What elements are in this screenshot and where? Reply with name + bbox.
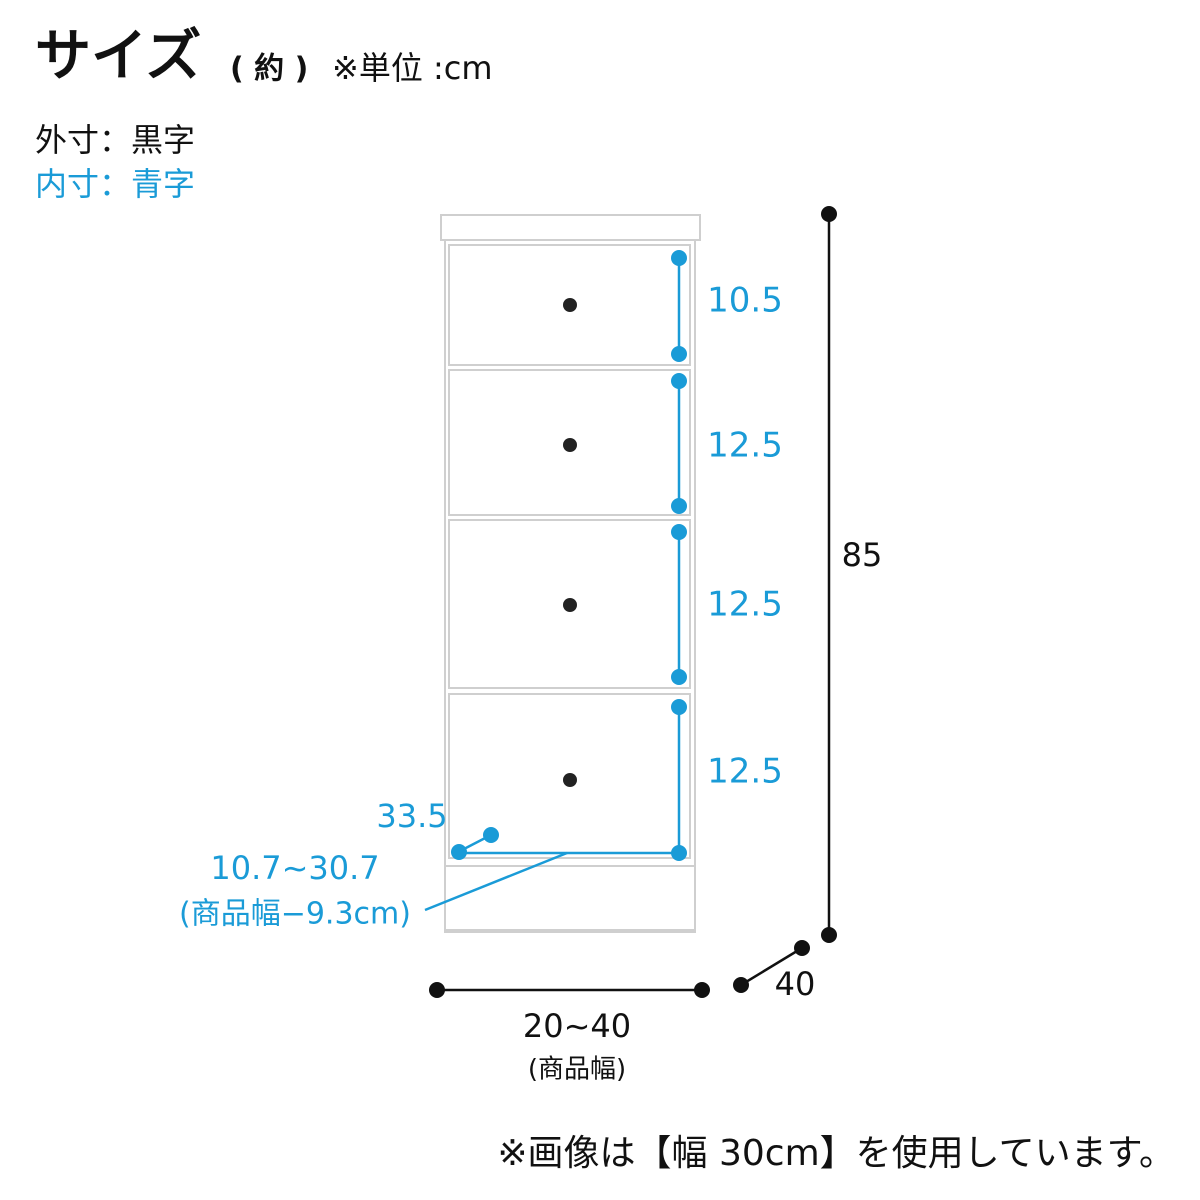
- dim-line: [740, 946, 803, 987]
- dim-dot: [671, 669, 687, 685]
- outer-width-note: (商品幅): [528, 1055, 626, 1085]
- legend-inner: 内寸：青字: [35, 165, 195, 203]
- top-board: [440, 214, 701, 241]
- base: [444, 865, 696, 931]
- drawer-height: 12.5: [707, 585, 783, 625]
- knob: [563, 773, 577, 787]
- dim-dot: [694, 982, 710, 998]
- note-unit: ※単位 :cm: [332, 49, 493, 87]
- dim-dot: [671, 498, 687, 514]
- drawer-height: 12.5: [707, 426, 783, 466]
- inner-lines: [424, 250, 687, 912]
- leader-line: [424, 851, 568, 912]
- note-open: ( 約 ): [230, 52, 308, 87]
- knob: [563, 438, 577, 452]
- dim-dot: [671, 250, 687, 266]
- footer-note: ※画像は【幅 30cm】を使用しています。: [497, 1133, 1175, 1174]
- dim-dot: [733, 977, 749, 993]
- knob: [563, 298, 577, 312]
- outer-width: 20~40: [523, 1007, 631, 1045]
- dim-dot: [821, 206, 837, 222]
- drawer-height: 10.5: [707, 281, 783, 321]
- drawer-height: 12.5: [707, 752, 783, 792]
- dim-dot: [794, 940, 810, 956]
- title: サイズ: [35, 24, 201, 89]
- knob: [563, 598, 577, 612]
- legend-outer: 外寸：黒字: [35, 121, 195, 159]
- dim-dot: [671, 524, 687, 540]
- cabinet: [440, 214, 701, 933]
- dim-dot: [451, 844, 467, 860]
- inner-width: 10.7~30.7: [210, 849, 379, 887]
- outer-lines: [429, 206, 837, 998]
- dim-dot: [671, 373, 687, 389]
- inner-depth: 33.5: [376, 797, 447, 835]
- outer-depth: 40: [775, 965, 816, 1003]
- inner-width-note: (商品幅−9.3cm): [179, 897, 411, 932]
- dim-dot: [671, 346, 687, 362]
- dim-dot: [671, 699, 687, 715]
- dim-dot: [821, 927, 837, 943]
- dim-dot: [429, 982, 445, 998]
- dim-dot: [483, 827, 499, 843]
- outer-height: 85: [842, 536, 883, 574]
